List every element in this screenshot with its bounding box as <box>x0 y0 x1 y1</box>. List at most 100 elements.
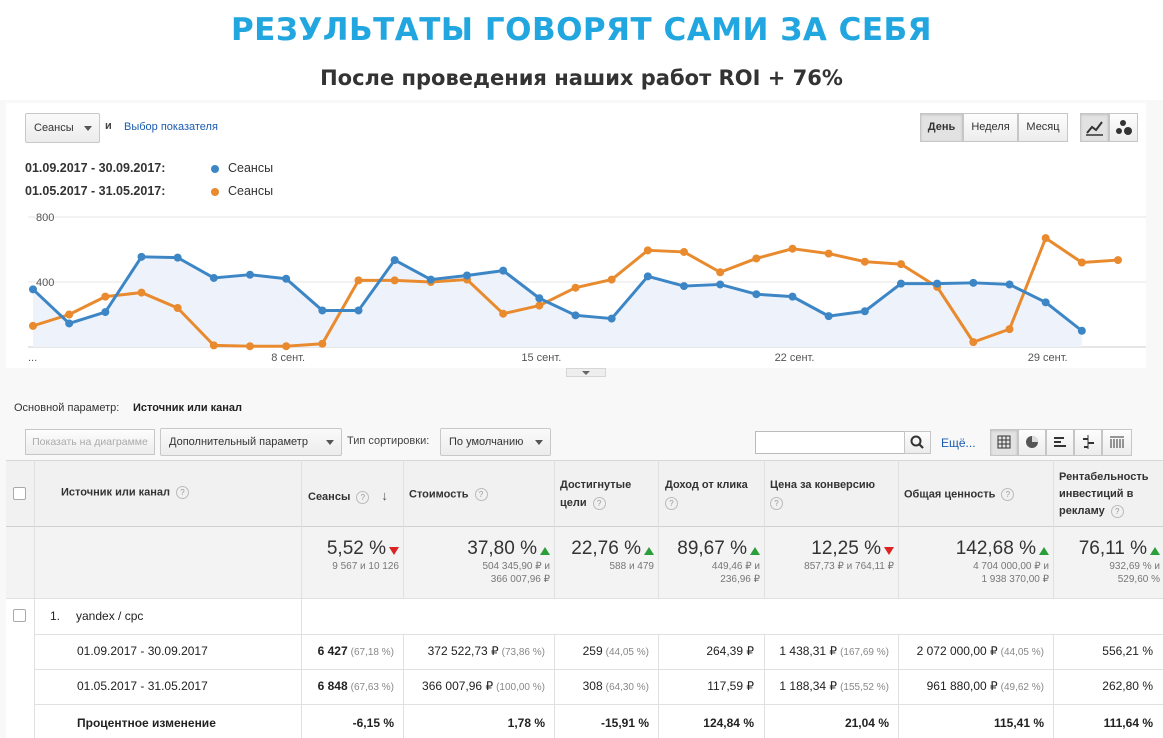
series-current-point <box>860 307 869 316</box>
summary-value-pct: 142,68 % <box>955 538 1036 559</box>
view-pie-button[interactable] <box>1018 429 1046 456</box>
header-roas-label: Рентабельность инвестиций в рекламу <box>1059 471 1149 517</box>
period-sessions-value: 6 848 <box>317 679 348 693</box>
summary-cost-detail-1: 504 345,90 ₽ и <box>482 561 550 572</box>
search-button[interactable] <box>904 431 931 454</box>
summary-roas-detail-2: 529,60 % <box>1117 574 1160 585</box>
summary-cost: 37,80 % 504 345,90 ₽ и 366 007,96 ₽ <box>403 538 550 586</box>
header-source-label: Источник или канал <box>61 486 171 499</box>
period-cpa-value: 1 188,34 ₽ <box>779 679 838 693</box>
series-previous-point <box>571 283 580 292</box>
series-previous-point <box>535 301 544 310</box>
summary-rpc: 89,67 % 449,46 ₽ и 236,96 ₽ <box>658 538 760 586</box>
view-bars-button[interactable] <box>1046 429 1074 456</box>
series-previous-point <box>752 254 761 263</box>
summary-goals-pct: 22,76 % <box>571 538 641 559</box>
series-previous-point <box>137 288 146 297</box>
header-source[interactable]: Источник или канал? <box>61 486 190 499</box>
primary-dimension-value[interactable]: Источник или канал <box>133 402 243 414</box>
sort-type-select[interactable]: По умолчанию <box>440 428 551 456</box>
period-rpc-value: 264,39 ₽ <box>706 644 754 658</box>
row-source-link[interactable]: yandex / cpc <box>76 609 144 623</box>
series-previous-point <box>680 247 688 256</box>
secondary-dimension-select[interactable]: Дополнительный параметр <box>160 428 342 456</box>
period-rpc-value: 117,59 ₽ <box>707 679 754 693</box>
metric-select[interactable]: Сеансы <box>25 113 100 143</box>
row-checkbox[interactable] <box>13 609 26 622</box>
period-cpa-cell: 1 188,34 ₽ (155,52 %) <box>764 679 889 693</box>
header-roas[interactable]: Рентабельность инвестиций в рекламу? <box>1059 469 1161 520</box>
more-options-link[interactable]: Ещё... <box>941 436 976 450</box>
table-search-input[interactable] <box>755 431 905 454</box>
series-current-point <box>282 274 291 283</box>
series-current-point <box>933 279 942 288</box>
chart-collapse-handle[interactable] <box>566 368 606 377</box>
select-all-checkbox[interactable] <box>13 487 26 500</box>
sort-type-label: Тип сортировки: <box>347 435 430 447</box>
header-cost[interactable]: Стоимость? <box>409 488 488 501</box>
help-icon: ? <box>592 496 606 510</box>
help-icon: ? <box>176 486 190 499</box>
period-goals-cell: 259 (44,05 %) <box>554 644 649 658</box>
header-sessions[interactable]: Сеансы? ↓ <box>308 488 388 504</box>
header-rpc[interactable]: Доход от клика? <box>665 476 757 512</box>
row-index: 1. <box>50 609 61 623</box>
period-sessions-cell: 6 848 (67,63 %) <box>301 679 394 693</box>
help-icon: ? <box>665 496 678 510</box>
series-current-point <box>29 285 37 294</box>
comparison-icon <box>1083 435 1094 449</box>
pivot-icon <box>1110 436 1124 448</box>
change-rpc: 124,84 % <box>703 716 754 730</box>
summary-sessions-pct: 5,52 % <box>326 538 386 559</box>
series-previous-point <box>897 260 905 269</box>
period-cost-value: 372 522,73 ₽ <box>427 644 499 658</box>
y-tick-label: 400 <box>36 277 54 289</box>
series-previous-point <box>1114 256 1122 265</box>
series-current-point <box>643 272 652 281</box>
line-chart-view-button[interactable] <box>1080 113 1109 142</box>
x-tick-label: ... <box>28 352 37 364</box>
period-value-value: 2 072 000,00 ₽ <box>916 644 998 658</box>
grid-icon <box>997 435 1011 449</box>
bubble-chart-icon <box>1116 120 1132 135</box>
series-current-point <box>1041 298 1050 307</box>
period-value-share: (49,62 %) <box>1000 682 1044 693</box>
header-goals[interactable]: Достигнутые цели? <box>560 476 645 512</box>
series-previous-point <box>824 249 833 258</box>
header-cpa[interactable]: Цена за конверсию? <box>770 476 895 512</box>
motion-chart-view-button[interactable] <box>1109 113 1138 142</box>
series-previous-point <box>788 244 797 253</box>
series-current-point <box>499 266 508 275</box>
page-subtitle: После проведения наших работ ROI + 76% <box>320 66 843 90</box>
view-comparison-button[interactable] <box>1074 429 1102 456</box>
period-month-button[interactable]: Месяц <box>1018 113 1068 142</box>
series-current-point <box>426 275 435 284</box>
summary-goals-detail: 588 и 479 <box>609 561 654 572</box>
series-previous-point <box>282 342 291 351</box>
plot-rows-button[interactable]: Показать на диаграмме <box>25 429 155 455</box>
series-previous-point <box>1077 258 1086 267</box>
period-goals-share: (64,30 %) <box>605 682 649 693</box>
line-chart-icon <box>1086 121 1103 136</box>
period-week-button[interactable]: Неделя <box>963 113 1018 142</box>
period-sessions-value: 6 427 <box>317 644 348 658</box>
series-previous-point <box>29 321 37 330</box>
series-current-point <box>390 256 399 265</box>
series-current-point <box>752 290 761 299</box>
period-day-button[interactable]: День <box>920 113 963 142</box>
page-title: РЕЗУЛЬТАТЫ ГОВОРЯТ САМИ ЗА СЕБЯ <box>230 12 933 48</box>
period-roas-value: 262,80 % <box>1102 679 1153 693</box>
header-cpa-label: Цена за конверсию <box>770 479 876 491</box>
period-sessions-share: (67,63 %) <box>350 682 394 693</box>
increase-arrow-icon <box>1150 546 1160 555</box>
series-current-point <box>101 308 110 317</box>
view-table-button[interactable] <box>990 429 1018 456</box>
view-pivot-button[interactable] <box>1102 429 1132 456</box>
series-previous-point <box>390 276 399 285</box>
header-value[interactable]: Общая ценность? <box>904 488 1015 501</box>
header-goals-label: Достигнутые цели <box>560 479 632 509</box>
change-goals: -15,91 % <box>600 716 649 730</box>
metric-select-value: Сеансы <box>34 122 74 134</box>
period-row-label: 01.05.2017 - 31.05.2017 <box>77 679 208 693</box>
choose-metric-link[interactable]: Выбор показателя <box>124 121 218 133</box>
